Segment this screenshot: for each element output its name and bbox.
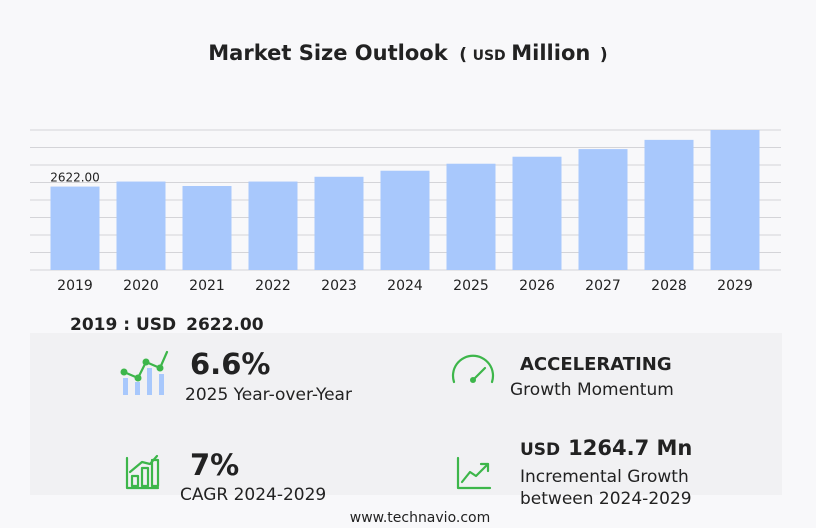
x-tick-label: 2027 <box>585 278 621 294</box>
cagr-icon <box>125 454 160 490</box>
increment-label: between 2024-2029 <box>520 489 692 509</box>
base-value: 2622.00 <box>186 315 264 335</box>
bar <box>380 170 430 270</box>
x-tick-label: 2023 <box>321 278 357 294</box>
increment-value: USD 1264.7 Mn <box>520 436 692 460</box>
footer: www.technavio.com <box>350 510 491 526</box>
momentum-label: Growth Momentum <box>510 380 674 400</box>
momentum-value: ACCELERATING <box>520 354 672 375</box>
bar <box>50 186 100 270</box>
title-close: ) <box>600 45 608 65</box>
summary-panel <box>30 333 782 495</box>
bar <box>512 156 562 270</box>
plot: 2019 2622.00 2020 2021 2022 2023 2024 2025 2026 2… <box>30 129 781 294</box>
base-label: 2019 : USD <box>70 315 176 335</box>
increment-label: Incremental Growth <box>520 467 689 487</box>
x-tick-label: 2025 <box>453 278 489 294</box>
x-tick-label: 2026 <box>519 278 555 294</box>
base-summary: 2019 : USD 2622.00 <box>70 315 264 335</box>
x-tick-label: 2021 <box>189 278 225 294</box>
bar <box>644 139 694 270</box>
yoy-label: 2025 Year-over-Year <box>185 385 352 405</box>
yoy-value: 6.6% <box>190 347 270 381</box>
chart-title: Market Size Outlook ( USD Million ) <box>208 41 607 65</box>
bar <box>578 149 628 270</box>
x-tick-label: 2022 <box>255 278 291 294</box>
momentum-icon <box>451 354 495 384</box>
x-tick-label: 2029 <box>717 278 753 294</box>
x-tick-label: 2019 <box>57 278 93 294</box>
title-open: ( <box>459 45 467 65</box>
value-label: 2622.00 <box>50 171 100 185</box>
x-tick-label: 2020 <box>123 278 159 294</box>
cagr-value: 7% <box>190 448 239 482</box>
bar <box>182 186 232 270</box>
bar <box>710 130 760 270</box>
title-main: Market Size Outlook <box>208 41 448 65</box>
bar <box>248 181 298 270</box>
x-tick-label: 2024 <box>387 278 423 294</box>
cagr-label: CAGR 2024-2029 <box>180 485 326 505</box>
increment-amount: 1264.7 Mn <box>568 436 692 460</box>
yoy-icon <box>120 350 169 395</box>
increment-icon <box>456 456 492 490</box>
bar <box>446 163 496 270</box>
title-unit-prefix: USD <box>473 48 506 64</box>
bar <box>116 181 166 270</box>
title-unit: Million <box>511 41 590 65</box>
increment-unit: USD <box>520 440 560 460</box>
x-tick-label: 2028 <box>651 278 687 294</box>
bar <box>314 176 364 270</box>
